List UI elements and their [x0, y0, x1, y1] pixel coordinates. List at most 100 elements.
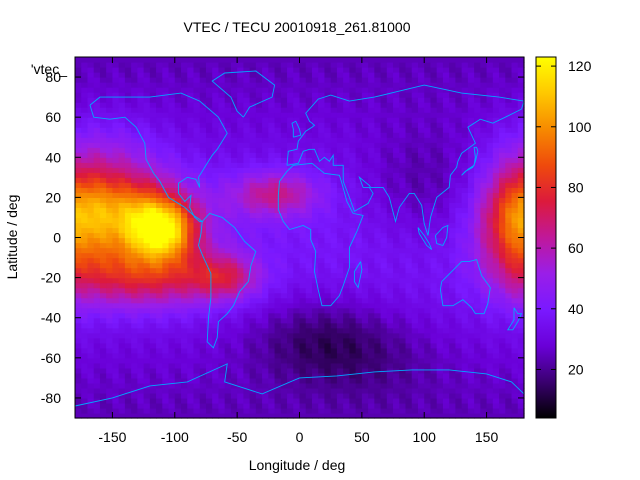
heatmap-cell	[461, 342, 469, 349]
heatmap-cell	[361, 167, 369, 173]
heatmap-cell	[93, 162, 101, 168]
heatmap-cell	[480, 132, 488, 138]
heatmap-cell	[262, 342, 269, 349]
heatmap-cell	[424, 372, 432, 379]
heatmap-cell	[424, 142, 432, 148]
heatmap-cell	[243, 82, 251, 88]
heatmap-cell	[280, 202, 288, 209]
heatmap-cell	[237, 297, 244, 304]
heatmap-cell	[355, 402, 363, 409]
heatmap-cell	[199, 77, 207, 83]
heatmap-cell	[330, 307, 338, 314]
heatmap-cell	[318, 182, 326, 188]
heatmap-cell	[255, 357, 263, 364]
heatmap-cell	[218, 112, 226, 118]
heatmap-cell	[237, 187, 244, 193]
heatmap-cell	[405, 157, 413, 163]
heatmap-cell	[517, 347, 525, 354]
heatmap-cell	[112, 127, 120, 133]
heatmap-cell	[106, 292, 114, 299]
heatmap-cell	[199, 412, 207, 419]
heatmap-cell	[137, 182, 145, 188]
heatmap-cell	[99, 77, 107, 83]
heatmap-cell	[393, 262, 400, 269]
heatmap-cell	[305, 412, 313, 419]
heatmap-cell	[99, 137, 107, 143]
heatmap-cell	[274, 247, 282, 254]
heatmap-cell	[424, 72, 432, 78]
heatmap-cell	[143, 212, 151, 219]
heatmap-cell	[380, 252, 388, 259]
heatmap-cell	[455, 337, 463, 344]
heatmap-cell	[143, 202, 151, 209]
heatmap-cell	[330, 137, 338, 143]
heatmap-cell	[262, 137, 269, 143]
heatmap-cell	[368, 317, 375, 324]
heatmap-cell	[81, 212, 89, 219]
heatmap-cell	[467, 202, 475, 209]
heatmap-cell	[368, 342, 375, 349]
heatmap-cell	[330, 282, 338, 289]
heatmap-cell	[399, 92, 407, 98]
heatmap-cell	[230, 147, 238, 153]
heatmap-cell	[187, 412, 195, 419]
heatmap-cell	[230, 77, 238, 83]
heatmap-cell	[349, 397, 357, 404]
heatmap-cell	[517, 362, 525, 369]
heatmap-cell	[99, 177, 107, 183]
heatmap-cell	[405, 237, 413, 244]
heatmap-cell	[193, 122, 201, 128]
heatmap-cell	[455, 357, 463, 364]
heatmap-cell	[93, 222, 101, 229]
heatmap-cell	[492, 112, 500, 118]
heatmap-cell	[305, 387, 313, 394]
heatmap-cell	[143, 177, 151, 183]
heatmap-cell	[361, 262, 369, 269]
heatmap-cell	[393, 292, 400, 299]
heatmap-cell	[149, 92, 157, 98]
heatmap-cell	[81, 367, 89, 374]
heatmap-cell	[411, 277, 419, 284]
heatmap-cell	[436, 237, 444, 244]
heatmap-cell	[193, 342, 201, 349]
heatmap-cell	[393, 172, 400, 178]
heatmap-cell	[455, 362, 463, 369]
heatmap-cell	[156, 167, 163, 173]
heatmap-cell	[480, 97, 488, 103]
heatmap-cell	[212, 192, 220, 198]
heatmap-cell	[131, 227, 138, 234]
heatmap-cell	[399, 382, 407, 389]
heatmap-cell	[517, 367, 525, 374]
heatmap-cell	[181, 307, 188, 314]
heatmap-cell	[467, 252, 475, 259]
heatmap-cell	[181, 382, 188, 389]
heatmap-cell	[499, 397, 506, 404]
heatmap-cell	[486, 162, 494, 168]
heatmap-cell	[293, 412, 301, 419]
heatmap-cell	[424, 202, 432, 209]
heatmap-cell	[118, 277, 126, 284]
heatmap-cell	[499, 122, 506, 128]
heatmap-cell	[280, 72, 288, 78]
heatmap-cell	[336, 277, 344, 284]
heatmap-cell	[424, 292, 432, 299]
heatmap-cell	[99, 197, 107, 203]
heatmap-cell	[81, 242, 89, 249]
heatmap-cell	[461, 192, 469, 198]
heatmap-cell	[474, 72, 481, 78]
heatmap-cell	[305, 147, 313, 153]
heatmap-cell	[349, 357, 357, 364]
heatmap-cell	[430, 322, 438, 329]
heatmap-cell	[168, 302, 176, 309]
heatmap-cell	[268, 392, 276, 399]
heatmap-cell	[293, 207, 301, 214]
heatmap-cell	[262, 397, 269, 404]
heatmap-cell	[268, 312, 276, 319]
heatmap-cell	[417, 322, 425, 329]
heatmap-cell	[318, 272, 326, 279]
heatmap-cell	[305, 152, 313, 158]
heatmap-cell	[162, 357, 170, 364]
heatmap-cell	[405, 152, 413, 158]
heatmap-cell	[81, 317, 89, 324]
heatmap-cell	[274, 272, 282, 279]
